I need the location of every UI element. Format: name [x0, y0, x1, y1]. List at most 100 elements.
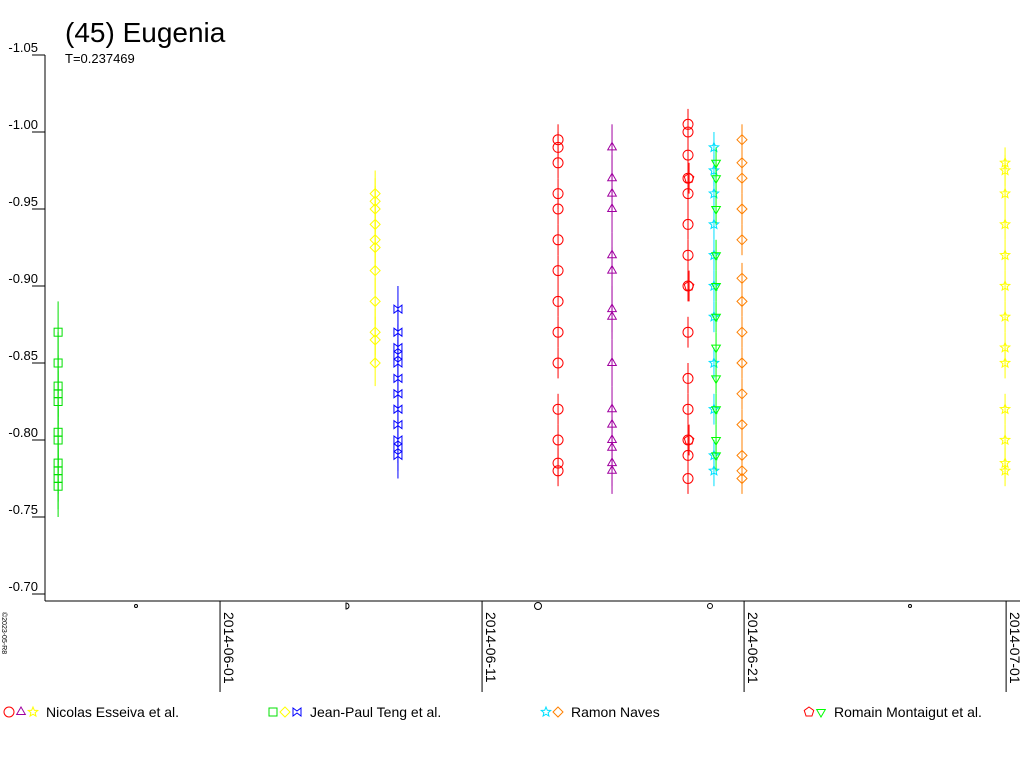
data-point [552, 434, 564, 446]
data-point [53, 381, 63, 391]
legend-symbol [15, 706, 27, 715]
data-point [710, 313, 722, 323]
data-point [606, 403, 618, 413]
x-tick-label: 2014-06-01 [221, 612, 237, 684]
data-point [369, 187, 381, 200]
data-point [552, 457, 564, 469]
data-point [53, 427, 63, 437]
data-point [393, 450, 403, 461]
data-point [736, 234, 748, 246]
data-point [369, 195, 381, 208]
data-point [707, 141, 720, 153]
data-point [682, 449, 694, 461]
data-point [606, 264, 618, 274]
data-point [606, 418, 618, 428]
data-point [682, 149, 694, 161]
data-point [707, 187, 720, 199]
legend-symbol [268, 707, 278, 717]
legend-symbol [3, 706, 15, 718]
legend-symbol [539, 705, 553, 718]
legend-label: Ramon Naves [571, 704, 660, 720]
y-tick-label: -1.05 [8, 40, 38, 55]
data-point [606, 187, 618, 197]
data-point [606, 141, 618, 151]
data-point [552, 157, 564, 169]
data-point [707, 464, 720, 476]
data-point [393, 304, 403, 315]
data-point [710, 159, 722, 169]
data-point [552, 141, 564, 153]
data-point [683, 280, 695, 291]
data-point [682, 249, 694, 261]
data-point [710, 375, 722, 385]
x-tick-label: 2014-07-01 [1007, 612, 1023, 684]
data-point [606, 172, 618, 182]
data-point [682, 218, 694, 230]
legend-symbol [26, 705, 40, 718]
data-point [393, 388, 403, 399]
data-point [552, 234, 564, 246]
chart-subtitle: T=0.237469 [65, 51, 135, 66]
credit: ©2023-05-R8 [0, 612, 8, 654]
data-point [999, 341, 1012, 353]
data-point [606, 433, 618, 443]
data-point [710, 252, 722, 262]
legend-label: Nicolas Esseiva et al. [46, 704, 179, 720]
data-point [999, 218, 1012, 230]
data-point [710, 175, 722, 185]
data-point [393, 404, 403, 415]
data-point [707, 218, 720, 230]
data-point [369, 234, 381, 246]
data-point [999, 248, 1012, 261]
data-point [552, 265, 564, 277]
data-point [710, 452, 722, 462]
legend-symbol [292, 707, 302, 717]
data-point [53, 358, 63, 368]
data-point [606, 249, 618, 259]
data-point [393, 327, 403, 338]
data-point [736, 449, 748, 462]
data-point [393, 435, 403, 445]
data-point [710, 344, 722, 354]
data-point [552, 403, 564, 415]
data-point [393, 373, 403, 384]
legend-symbol [815, 709, 827, 718]
phase-markers [134, 602, 912, 610]
data-point [552, 326, 564, 338]
data-point [393, 350, 403, 361]
data-point [606, 202, 618, 212]
data-point [682, 326, 694, 338]
data-point [999, 464, 1012, 476]
data-point [393, 342, 403, 353]
data-point [683, 172, 695, 183]
y-tick-label: -0.75 [8, 502, 38, 517]
data-point [736, 357, 748, 369]
data-point [999, 356, 1012, 369]
data-point [552, 295, 564, 307]
data-point [736, 295, 748, 308]
data-point [736, 472, 748, 485]
data-point [393, 442, 403, 453]
legend-symbol [279, 706, 291, 718]
data-point [682, 188, 694, 200]
data-point [999, 279, 1012, 292]
data-point [683, 434, 695, 445]
data-point [710, 206, 722, 215]
data-point [369, 264, 381, 277]
data-point [606, 310, 618, 320]
x-tick-label: 2014-06-11 [483, 612, 499, 683]
data-point [999, 310, 1012, 322]
data-point [710, 437, 722, 446]
chart-title: (45) Eugenia [65, 17, 226, 48]
data-point [999, 433, 1012, 446]
data-point [369, 295, 381, 308]
data-point [393, 358, 403, 368]
data-point [682, 372, 694, 384]
data-point [707, 356, 720, 369]
x-tick-label: 2014-06-21 [745, 612, 761, 684]
y-tick-label: -0.95 [8, 194, 38, 209]
data-point [736, 465, 748, 477]
legend-symbol [803, 706, 815, 717]
data-point [736, 172, 748, 184]
y-tick-label: -0.85 [8, 348, 38, 363]
